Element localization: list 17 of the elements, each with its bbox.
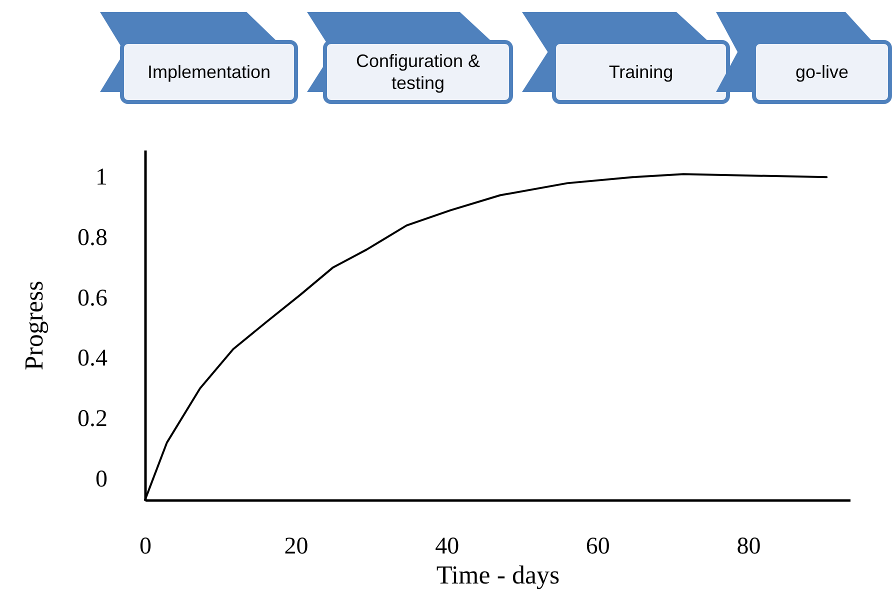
y-tick-label: 0 [96, 466, 108, 492]
text: Implementation [120, 40, 298, 104]
y-tick-label: 0.2 [78, 406, 108, 432]
text: Training [552, 40, 730, 104]
y-tick-label: 1 [96, 164, 108, 191]
x-axis-title: Time - days [436, 560, 560, 590]
x-tick-label: 60 [586, 534, 610, 560]
x-tick-label: 40 [435, 534, 460, 560]
y-tick-label: 0.6 [78, 285, 108, 312]
x-tick-label: 20 [284, 534, 308, 560]
y-tick-label: 0.4 [78, 346, 108, 372]
y-axis-title: Progress [20, 280, 48, 370]
text: Configuration & testing [323, 40, 513, 104]
text: go-live [752, 40, 892, 104]
x-tick-label: 80 [736, 534, 761, 560]
y-tick-label: 0.8 [78, 225, 108, 251]
x-tick-label: 0 [140, 534, 152, 560]
